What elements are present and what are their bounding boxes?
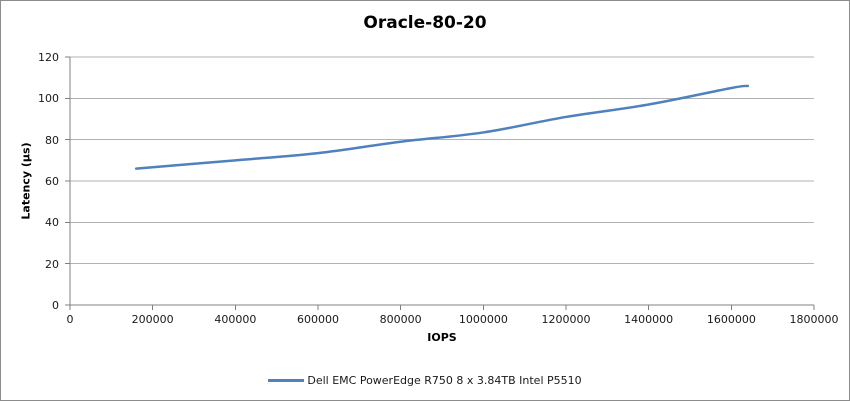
y-tick-label: 80 — [45, 133, 59, 147]
x-tick-label: 400000 — [214, 313, 257, 326]
x-tick-label: 1200000 — [541, 313, 591, 326]
legend-label: Dell EMC PowerEdge R750 8 x 3.84TB Intel… — [307, 374, 582, 387]
x-tick-label: 200000 — [131, 313, 174, 326]
x-tick-label: 1400000 — [624, 313, 674, 326]
y-tick-label: 60 — [45, 175, 59, 188]
x-tick-label: 1800000 — [789, 313, 839, 326]
y-tick-label: 100 — [38, 92, 59, 106]
y-tick-label: 0 — [52, 299, 59, 312]
series-line — [134, 84, 750, 170]
y-tick-label: 120 — [38, 51, 59, 64]
y-tick-label: 40 — [45, 216, 59, 230]
x-tick-label: 600000 — [297, 313, 339, 326]
x-axis-label: IOPS — [427, 331, 457, 344]
y-axis-label: Latency (µs) — [19, 142, 33, 220]
x-tick-label: 1600000 — [706, 313, 756, 326]
x-tick-label: 1000000 — [458, 313, 508, 326]
x-tick-label: 0 — [66, 313, 74, 326]
legend: Dell EMC PowerEdge R750 8 x 3.84TB Intel… — [1, 374, 849, 387]
chart-title: Oracle-80-20 — [363, 13, 487, 33]
legend-line-marker — [268, 379, 305, 382]
y-tick-label: 20 — [45, 257, 59, 271]
x-tick-label: 800000 — [379, 313, 422, 326]
